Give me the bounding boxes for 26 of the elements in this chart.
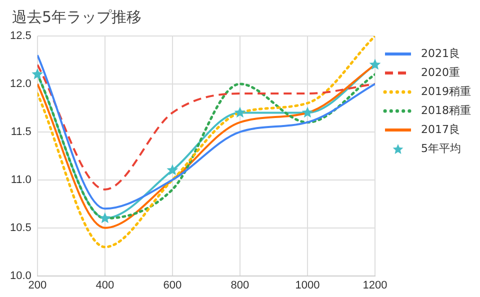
legend-label: 2021良	[421, 46, 460, 61]
legend-label: 2020重	[421, 65, 460, 80]
x-tick-label: 200	[28, 279, 47, 292]
y-tick-label: 11.5	[10, 126, 32, 138]
line-series	[37, 64, 375, 190]
y-tick-label: 11.0	[10, 174, 32, 186]
point	[234, 106, 246, 118]
legend-label: 5年平均	[421, 141, 461, 156]
point	[369, 58, 381, 70]
legend-label: 2017良	[421, 122, 460, 137]
point	[302, 106, 314, 118]
y-tick-label: 12.5	[10, 30, 32, 42]
y-tick-label: 12.0	[10, 78, 32, 90]
point	[99, 212, 111, 224]
x-tick-label: 800	[230, 279, 250, 292]
y-tick-label: 10.5	[10, 222, 32, 234]
x-tick-label: 600	[163, 279, 182, 292]
x-tick-label: 1000	[295, 279, 320, 292]
legend-label: 2019稍重	[421, 84, 471, 99]
point	[166, 164, 178, 176]
legend-label: 2018稍重	[421, 103, 471, 118]
point	[32, 68, 44, 80]
chart-title: 過去5年ラップ推移	[12, 8, 142, 27]
y-tick-label: 10.0	[10, 270, 32, 282]
x-tick-label: 1200	[362, 279, 388, 292]
x-tick-label: 400	[96, 279, 114, 292]
